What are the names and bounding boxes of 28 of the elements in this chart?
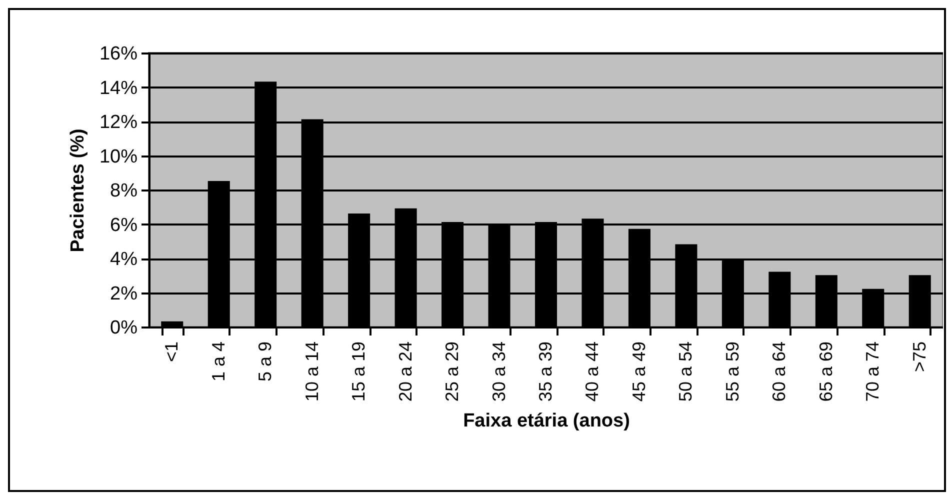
x-tick-label: 20 a 24 <box>395 342 416 402</box>
x-tick-label: 1 a 4 <box>208 342 228 382</box>
x-tick-label: >75 <box>909 342 930 372</box>
y-tick-label: 8% <box>110 180 138 202</box>
x-axis-title: Faixa etária (anos) <box>463 410 630 432</box>
x-tick-label: 55 a 59 <box>722 342 742 402</box>
y-tick-label: 10% <box>99 146 138 168</box>
x-tick-label: 65 a 69 <box>816 342 836 402</box>
y-tick-label: 4% <box>110 249 138 270</box>
x-tick-label: 45 a 49 <box>628 342 649 402</box>
x-tick-label: 40 a 44 <box>582 342 602 402</box>
x-tick-label: 15 a 19 <box>348 342 369 402</box>
x-tick-label: 30 a 34 <box>488 342 509 402</box>
x-tick-label: 10 a 14 <box>302 342 322 402</box>
y-tick-label: 16% <box>99 44 138 64</box>
x-tick-label: 50 a 54 <box>676 342 696 402</box>
y-tick-label: 0% <box>110 318 138 338</box>
y-tick-label: 6% <box>110 214 138 236</box>
y-tick-label: 12% <box>99 112 138 133</box>
y-axis-title: Pacientes (%) <box>67 128 88 252</box>
x-tick-label: 70 a 74 <box>862 342 883 402</box>
x-tick-label: 5 a 9 <box>255 342 276 382</box>
x-tick-label: 25 a 29 <box>442 342 462 402</box>
x-tick-label: <1 <box>162 342 182 362</box>
x-tick-label: 60 a 64 <box>769 342 790 402</box>
y-tick-label: 14% <box>99 78 138 99</box>
y-tick-label: 2% <box>110 283 138 304</box>
x-tick-label: 35 a 39 <box>536 342 556 402</box>
